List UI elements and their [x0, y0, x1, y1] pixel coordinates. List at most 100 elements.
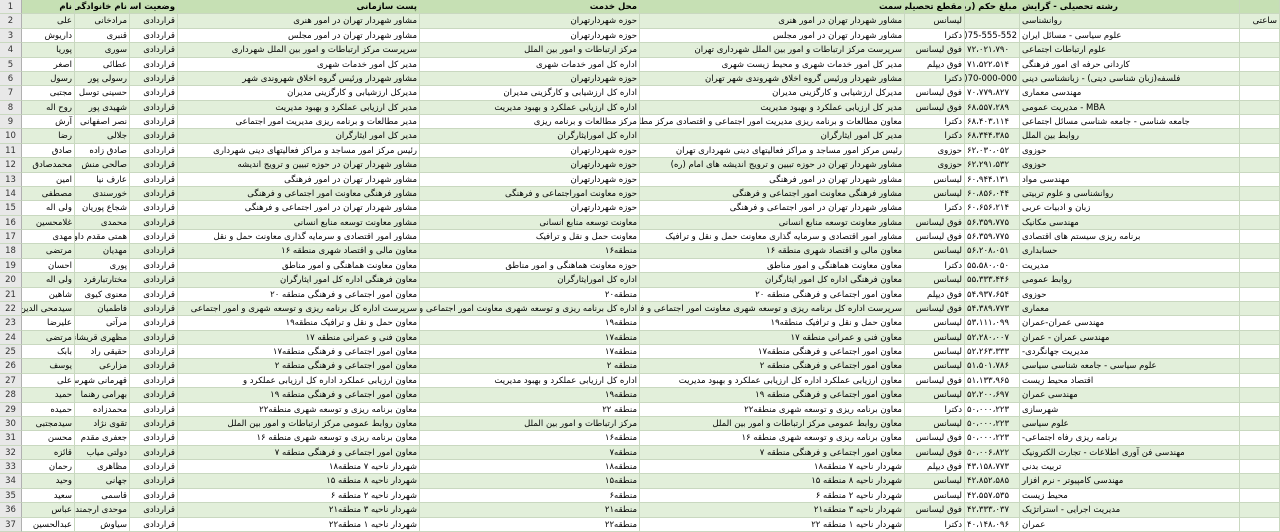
data-cell[interactable]: وحید: [22, 474, 75, 489]
data-cell[interactable]: مهدی: [22, 230, 75, 245]
data-cell[interactable]: علوم ارتباطات اجتماعی: [1020, 43, 1240, 58]
data-cell[interactable]: شهرسازی: [1020, 402, 1240, 417]
data-cell[interactable]: MBA - مدیریت عمومی: [1020, 100, 1240, 116]
data-cell[interactable]: علی: [22, 14, 75, 29]
data-cell[interactable]: شهردار ناحیه ۸ منطقه ۱۵: [178, 474, 420, 489]
data-cell[interactable]: مجتبی: [22, 86, 75, 101]
data-cell[interactable]: فوق لیسانس: [905, 215, 965, 231]
data-cell[interactable]: احسان: [22, 258, 75, 274]
data-cell[interactable]: برنامه ریزی رفاه اجتماعی-: [1020, 431, 1240, 446]
data-cell[interactable]: سیدمجتبی: [22, 416, 75, 432]
data-cell[interactable]: مدیر کل امور خدمات شهری: [178, 57, 420, 72]
data-cell[interactable]: فوق لیسانس: [905, 373, 965, 389]
data-cell[interactable]: قراردادی: [130, 460, 178, 475]
data-cell[interactable]: غلامحسین: [22, 215, 75, 231]
data-cell[interactable]: حوزه شهردارتهران: [420, 158, 640, 173]
data-cell[interactable]: قراردادی: [130, 201, 178, 216]
data-cell[interactable]: مدیر کل امور ایثارگران: [178, 129, 420, 144]
data-cell[interactable]: 75-555-552(حق الزحمه): [965, 28, 1020, 44]
data-cell[interactable]: قراردادی: [130, 503, 178, 518]
data-cell[interactable]: محیط زیست: [1020, 488, 1240, 504]
data-cell[interactable]: مشاور شهردار تهران در امور هنری: [640, 14, 905, 29]
data-cell[interactable]: قراردادی: [130, 129, 178, 144]
data-cell[interactable]: معاون مالی و اقتصاد شهری منطقه ۱۶: [640, 244, 905, 259]
data-cell[interactable]: معاون امور اجتماعی و فرهنگی منطقه ۲۰: [178, 287, 420, 302]
data-cell[interactable]: [1240, 201, 1280, 216]
data-cell[interactable]: اداره کل ارزشیابی و کارگزینی مدیران: [420, 86, 640, 101]
data-cell[interactable]: منطقه ۲۲: [420, 402, 640, 417]
data-cell[interactable]: مهندسی عمران - عمران: [1020, 330, 1240, 346]
data-cell[interactable]: سرپرست مرکز ارتباطات و امور بین الملل شه…: [640, 43, 905, 58]
data-cell[interactable]: قراردادی: [130, 172, 178, 187]
data-cell[interactable]: دکترا: [905, 258, 965, 274]
data-cell[interactable]: مدیر کل ارزیابی عملکرد و بهبود مدیریت: [178, 100, 420, 116]
data-cell[interactable]: لیسانس: [905, 474, 965, 489]
data-cell[interactable]: حوزه معاونت اموراجتماعی و فرهنگی: [420, 186, 640, 202]
data-cell[interactable]: [1240, 215, 1280, 231]
data-cell[interactable]: منطقه۱۶: [420, 431, 640, 446]
data-cell[interactable]: معاونت توسعه منابع انسانی: [420, 215, 640, 231]
data-cell[interactable]: برنامه ریزی سیستم های اقتصادی: [1020, 230, 1240, 245]
data-cell[interactable]: مدیر کل امور ایثارگران: [640, 129, 905, 144]
data-cell[interactable]: معاون امور اجتماعی و فرهنگی منطقه ۱۹: [640, 388, 905, 403]
data-cell[interactable]: قراردادی: [130, 388, 178, 403]
data-cell[interactable]: مدیریت: [1020, 258, 1240, 274]
data-cell[interactable]: شهردار ناحیه ۳ منطقه۲۱: [178, 503, 420, 518]
data-cell[interactable]: مدیرکل ارزشیابی و کارگزینی مدیران: [640, 86, 905, 101]
data-cell[interactable]: [1240, 287, 1280, 302]
data-cell[interactable]: سوری: [75, 43, 130, 58]
data-cell[interactable]: منطقه۱۹: [420, 388, 640, 403]
data-cell[interactable]: فوق دیپلم: [905, 57, 965, 72]
data-cell[interactable]: مشاور شهردار تهران در امور اجتماعی و فره…: [640, 201, 905, 216]
data-cell[interactable]: ۴۲،۵۵۷،۵۳۵: [965, 488, 1020, 504]
data-cell[interactable]: حوزوی: [905, 158, 965, 173]
data-cell[interactable]: معاون مالی و اقتصاد شهری منطقه ۱۶: [178, 244, 420, 259]
data-cell[interactable]: ۵۵،۵۸۰،۰۵۰: [965, 258, 1020, 274]
data-cell[interactable]: قراردادی: [130, 431, 178, 446]
data-cell[interactable]: معماری: [1020, 301, 1240, 317]
data-cell[interactable]: معاون فرهنگی اداره کل امور ایثارگران: [178, 273, 420, 288]
header-cell[interactable]: مبلغ حکم (ریال): [965, 0, 1020, 15]
data-cell[interactable]: ۵۰،۰۰۰،۲۲۳: [965, 416, 1020, 432]
data-cell[interactable]: ۴۰،۱۴۸،۰۹۶: [965, 517, 1020, 532]
data-cell[interactable]: مشاور شهردار ورئیس گروه اخلاق شهروندی شه…: [640, 71, 905, 87]
data-cell[interactable]: ولی اله: [22, 201, 75, 216]
data-cell[interactable]: مهندسی مواد: [1020, 172, 1240, 187]
data-cell[interactable]: معاون امور اجتماعی و فرهنگی منطقه ۲: [178, 359, 420, 374]
data-cell[interactable]: محسن: [22, 431, 75, 446]
data-cell[interactable]: دکترا: [905, 71, 965, 87]
data-cell[interactable]: حوزه شهردارتهران: [420, 71, 640, 87]
data-cell[interactable]: ۷۰،۷۷۹،۸۲۷: [965, 86, 1020, 101]
data-cell[interactable]: ۶۸،۴۰۳،۱۱۴: [965, 115, 1020, 130]
data-cell[interactable]: ۷۱،۵۲۲،۵۱۴: [965, 57, 1020, 72]
data-cell[interactable]: [1240, 43, 1280, 58]
data-cell[interactable]: رسول: [22, 71, 75, 87]
data-cell[interactable]: جعفری مقدم: [75, 431, 130, 446]
data-cell[interactable]: مختارتبارفرد: [75, 273, 130, 288]
data-cell[interactable]: لیسانس: [905, 14, 965, 29]
data-cell[interactable]: سیدمحی الدین: [22, 301, 75, 317]
data-cell[interactable]: لیسانس: [905, 273, 965, 288]
data-cell[interactable]: [1240, 129, 1280, 144]
data-cell[interactable]: منطقه۲۲: [420, 517, 640, 532]
data-cell[interactable]: اداره کل امورایثارگران: [420, 129, 640, 144]
data-cell[interactable]: ولی اله: [22, 273, 75, 288]
data-cell[interactable]: یوسف: [22, 359, 75, 374]
data-cell[interactable]: [1240, 301, 1280, 317]
data-cell[interactable]: معاون فنی و عمرانی منطقه ۱۷: [178, 330, 420, 346]
data-cell[interactable]: قراردادی: [130, 71, 178, 87]
data-cell[interactable]: معاون برنامه ریزی و توسعه شهری منطقه۲۲: [178, 402, 420, 417]
data-cell[interactable]: مدیریت جهانگردی-: [1020, 345, 1240, 360]
data-cell[interactable]: [1240, 431, 1280, 446]
data-cell[interactable]: ساعتی: [1240, 14, 1280, 29]
data-cell[interactable]: قراردادی: [130, 215, 178, 231]
data-cell[interactable]: لیسانس: [905, 244, 965, 259]
data-cell[interactable]: تقوی نژاد: [75, 416, 130, 432]
data-cell[interactable]: اداره کل برنامه ریزی و توسعه شهری معاونت…: [420, 301, 640, 317]
data-cell[interactable]: لیسانس: [905, 416, 965, 432]
data-cell[interactable]: زبان و ادبیات عربی: [1020, 201, 1240, 216]
data-cell[interactable]: منطقه۱۷: [420, 345, 640, 360]
data-cell[interactable]: ۵۲،۲۶۳،۳۳۳: [965, 345, 1020, 360]
data-cell[interactable]: [1240, 388, 1280, 403]
data-cell[interactable]: قراردادی: [130, 359, 178, 374]
